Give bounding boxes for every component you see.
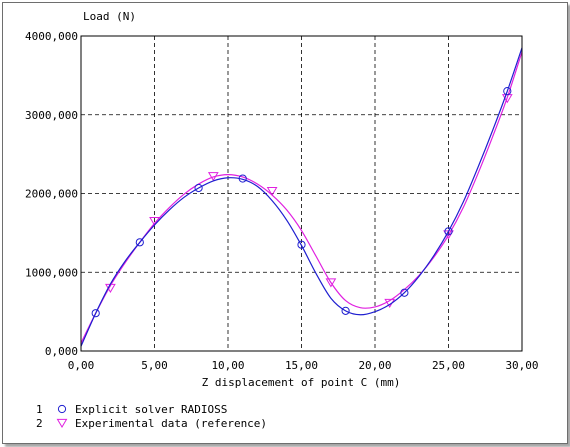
x-tick-label: 20,00	[358, 359, 391, 372]
grid-layer	[81, 36, 522, 351]
data-point-marker	[503, 87, 512, 96]
legend-label: Experimental data (reference)	[75, 417, 267, 430]
data-point-marker	[135, 238, 144, 247]
legend-marker	[57, 404, 67, 414]
x-tick-label: 30,00	[505, 359, 538, 372]
data-point-marker	[341, 306, 350, 315]
data-point-marker	[400, 288, 409, 297]
y-tick-label: 4000,000	[25, 30, 78, 43]
legend-entry: 2 Experimental data (reference)	[36, 417, 267, 430]
data-point-marker	[149, 216, 160, 227]
legend: 1 Explicit solver RADIOSS 2 Experimental da…	[36, 403, 267, 430]
data-point-marker	[238, 174, 247, 183]
y-tick-label: 3000,000	[25, 109, 78, 122]
x-tick-label: 15,00	[285, 359, 318, 372]
y-tick-label: 2000,000	[25, 188, 78, 201]
x-tick-label: 25,00	[432, 359, 465, 372]
y-tick-label: 0,000	[45, 345, 78, 358]
legend-label: Explicit solver RADIOSS	[75, 403, 227, 416]
y-tick-label: 1000,000	[25, 266, 78, 279]
x-tick-label: 5,00	[141, 359, 168, 372]
series-1	[80, 47, 523, 347]
legend-marker	[56, 418, 68, 429]
x-tick-label: 10,00	[211, 359, 244, 372]
data-point-marker	[297, 240, 306, 249]
x-axis-title: Z displacement of point C (mm)	[202, 376, 401, 389]
plot-border	[80, 35, 523, 352]
series-line	[80, 47, 523, 347]
legend-index: 1	[36, 403, 43, 416]
x-tick-label: 0,00	[68, 359, 95, 372]
data-point-marker	[325, 278, 337, 288]
data-point-marker	[266, 187, 278, 197]
data-point-marker	[207, 172, 219, 182]
tick-layer: 0,00 5,00 10,00 15,00 20,00 25,00 30,00 0,000 10…	[25, 30, 539, 372]
series-layer	[80, 47, 523, 347]
legend-index: 2	[36, 417, 43, 430]
y-axis-title: Load (N)	[83, 10, 136, 23]
data-point-marker	[444, 227, 453, 236]
legend-entry: 1 Explicit solver RADIOSS	[36, 403, 227, 416]
line-chart: 0,00 5,00 10,00 15,00 20,00 25,00 30,00 0,000 10…	[25, 10, 539, 430]
data-point-marker	[91, 309, 100, 318]
data-point-marker	[194, 183, 203, 193]
